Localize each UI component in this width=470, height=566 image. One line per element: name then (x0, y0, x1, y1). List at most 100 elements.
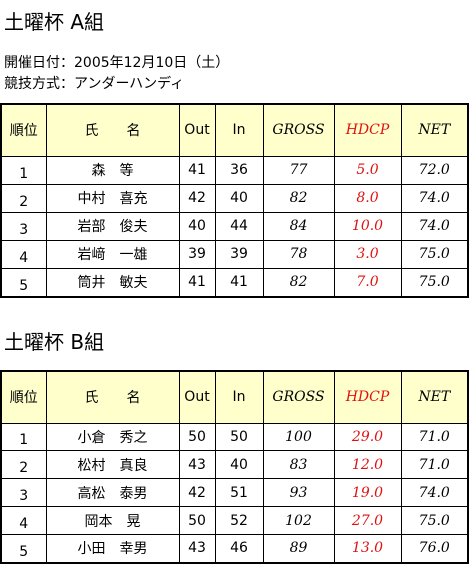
table-row: 5 小田 幸男 43 46 89 13.0 76.0 (0, 533, 469, 564)
table-cell: 岩部 俊夫 (45, 211, 180, 241)
header-cell: 氏 名 (45, 103, 180, 157)
table-cell: 40 (178, 211, 216, 241)
title: 土曜杯 A組 (4, 10, 105, 34)
table-cell: 中村 喜充 (45, 183, 180, 213)
table-row: 1 小倉 秀之 50 50 100 29.0 71.0 (0, 422, 469, 452)
header-cell: In (214, 103, 264, 157)
table-cell: 76.0 (400, 533, 469, 564)
table-cell: 2 (0, 183, 47, 213)
table-cell: 4 (0, 506, 47, 535)
table-cell: 小田 幸男 (45, 533, 180, 564)
table-cell: 84 (262, 211, 335, 241)
table-cell: 3 (0, 478, 47, 508)
table-cell: 43 (178, 450, 216, 480)
header-cell: NET (400, 103, 469, 157)
table-cell: 44 (214, 211, 264, 241)
table-cell: 3 (0, 211, 47, 241)
table-cell: 39 (214, 239, 264, 269)
table-cell: 36 (214, 155, 264, 185)
table-cell: 4 (0, 239, 47, 269)
table-cell: 岩﨑 一雄 (45, 239, 180, 269)
header-cell: GROSS (262, 370, 335, 424)
score-table: 順位氏 名 Out In GROSS HDCP NET 1 森 等 41 36 77 5.0 72.0 2… (0, 103, 469, 298)
table-cell: 松村 真良 (45, 450, 180, 480)
table-cell: 93 (262, 478, 335, 508)
table-cell: 5 (0, 533, 47, 564)
table-cell: 41 (178, 155, 216, 185)
table-cell: 102 (262, 506, 335, 535)
table-cell: 75.0 (400, 506, 469, 535)
table-cell: 83 (262, 450, 335, 480)
header-row: 順位氏 名 Out In GROSS HDCP NET (0, 103, 469, 157)
table-row: 4 岡本 晃 50 52 102 27.0 75.0 (0, 506, 469, 535)
info: 開催日付：2005年12月10日（土） (4, 55, 230, 71)
info: 競技方式：アンダーハンディ (4, 76, 185, 92)
table-cell: 42 (178, 183, 216, 213)
header-cell: HDCP (333, 370, 402, 424)
table-cell: 小倉 秀之 (45, 422, 180, 452)
table-cell: 89 (262, 533, 335, 564)
table-cell: 41 (178, 267, 216, 298)
table-row: 3 岩部 俊夫 40 44 84 10.0 74.0 (0, 211, 469, 241)
header-cell: Out (178, 103, 216, 157)
table-cell: 39 (178, 239, 216, 269)
table-cell: 50 (178, 506, 216, 535)
table-row: 3 高松 泰男 42 51 93 19.0 74.0 (0, 478, 469, 508)
table-cell: 100 (262, 422, 335, 452)
title: 土曜杯 B組 (4, 330, 105, 354)
table-cell: 74.0 (400, 211, 469, 241)
table-cell: 岡本 晃 (45, 506, 180, 535)
header-cell: 順位 (0, 103, 47, 157)
table-cell: 2 (0, 450, 47, 480)
table-cell: 12.0 (333, 450, 402, 480)
table-row: 2 松村 真良 43 40 83 12.0 71.0 (0, 450, 469, 480)
table-cell: 71.0 (400, 422, 469, 452)
table-cell: 40 (214, 183, 264, 213)
table-cell: 46 (214, 533, 264, 564)
table-cell: 3.0 (333, 239, 402, 269)
table-cell: 40 (214, 450, 264, 480)
table-cell: 森 等 (45, 155, 180, 185)
table-cell: 77 (262, 155, 335, 185)
table-cell: 高松 泰男 (45, 478, 180, 508)
table-cell: 75.0 (400, 239, 469, 269)
table-cell: 42 (178, 478, 216, 508)
table-cell: 筒井 敏夫 (45, 267, 180, 298)
header-cell: GROSS (262, 103, 335, 157)
table-cell: 52 (214, 506, 264, 535)
table-cell: 1 (0, 422, 47, 452)
table-cell: 50 (214, 422, 264, 452)
table-cell: 5.0 (333, 155, 402, 185)
table-cell: 29.0 (333, 422, 402, 452)
table-row: 2 中村 喜充 42 40 82 8.0 74.0 (0, 183, 469, 213)
table-cell: 10.0 (333, 211, 402, 241)
table-cell: 41 (214, 267, 264, 298)
table-cell: 74.0 (400, 183, 469, 213)
table-cell: 82 (262, 267, 335, 298)
score-table: 順位氏 名 Out In GROSS HDCP NET 1 小倉 秀之 50 50 100 29.0 7… (0, 370, 469, 564)
table-header: 順位氏 名 Out In GROSS HDCP NET (0, 103, 469, 157)
header-cell: Out (178, 370, 216, 424)
table-cell: 43 (178, 533, 216, 564)
table-body: 1 小倉 秀之 50 50 100 29.0 71.0 2 松村 真良 43 40 83 12.0 71.… (0, 422, 469, 564)
table-cell: 82 (262, 183, 335, 213)
table-cell: 27.0 (333, 506, 402, 535)
table-cell: 71.0 (400, 450, 469, 480)
table-cell: 51 (214, 478, 264, 508)
table-cell: 72.0 (400, 155, 469, 185)
table-cell: 74.0 (400, 478, 469, 508)
table-cell: 75.0 (400, 267, 469, 298)
table-cell: 1 (0, 155, 47, 185)
table-cell: 13.0 (333, 533, 402, 564)
header-cell: 氏 名 (45, 370, 180, 424)
header-cell: 順位 (0, 370, 47, 424)
table-cell: 19.0 (333, 478, 402, 508)
table-header: 順位氏 名 Out In GROSS HDCP NET (0, 370, 469, 424)
table-cell: 7.0 (333, 267, 402, 298)
table-cell: 50 (178, 422, 216, 452)
table-cell: 78 (262, 239, 335, 269)
header-row: 順位氏 名 Out In GROSS HDCP NET (0, 370, 469, 424)
header-cell: In (214, 370, 264, 424)
